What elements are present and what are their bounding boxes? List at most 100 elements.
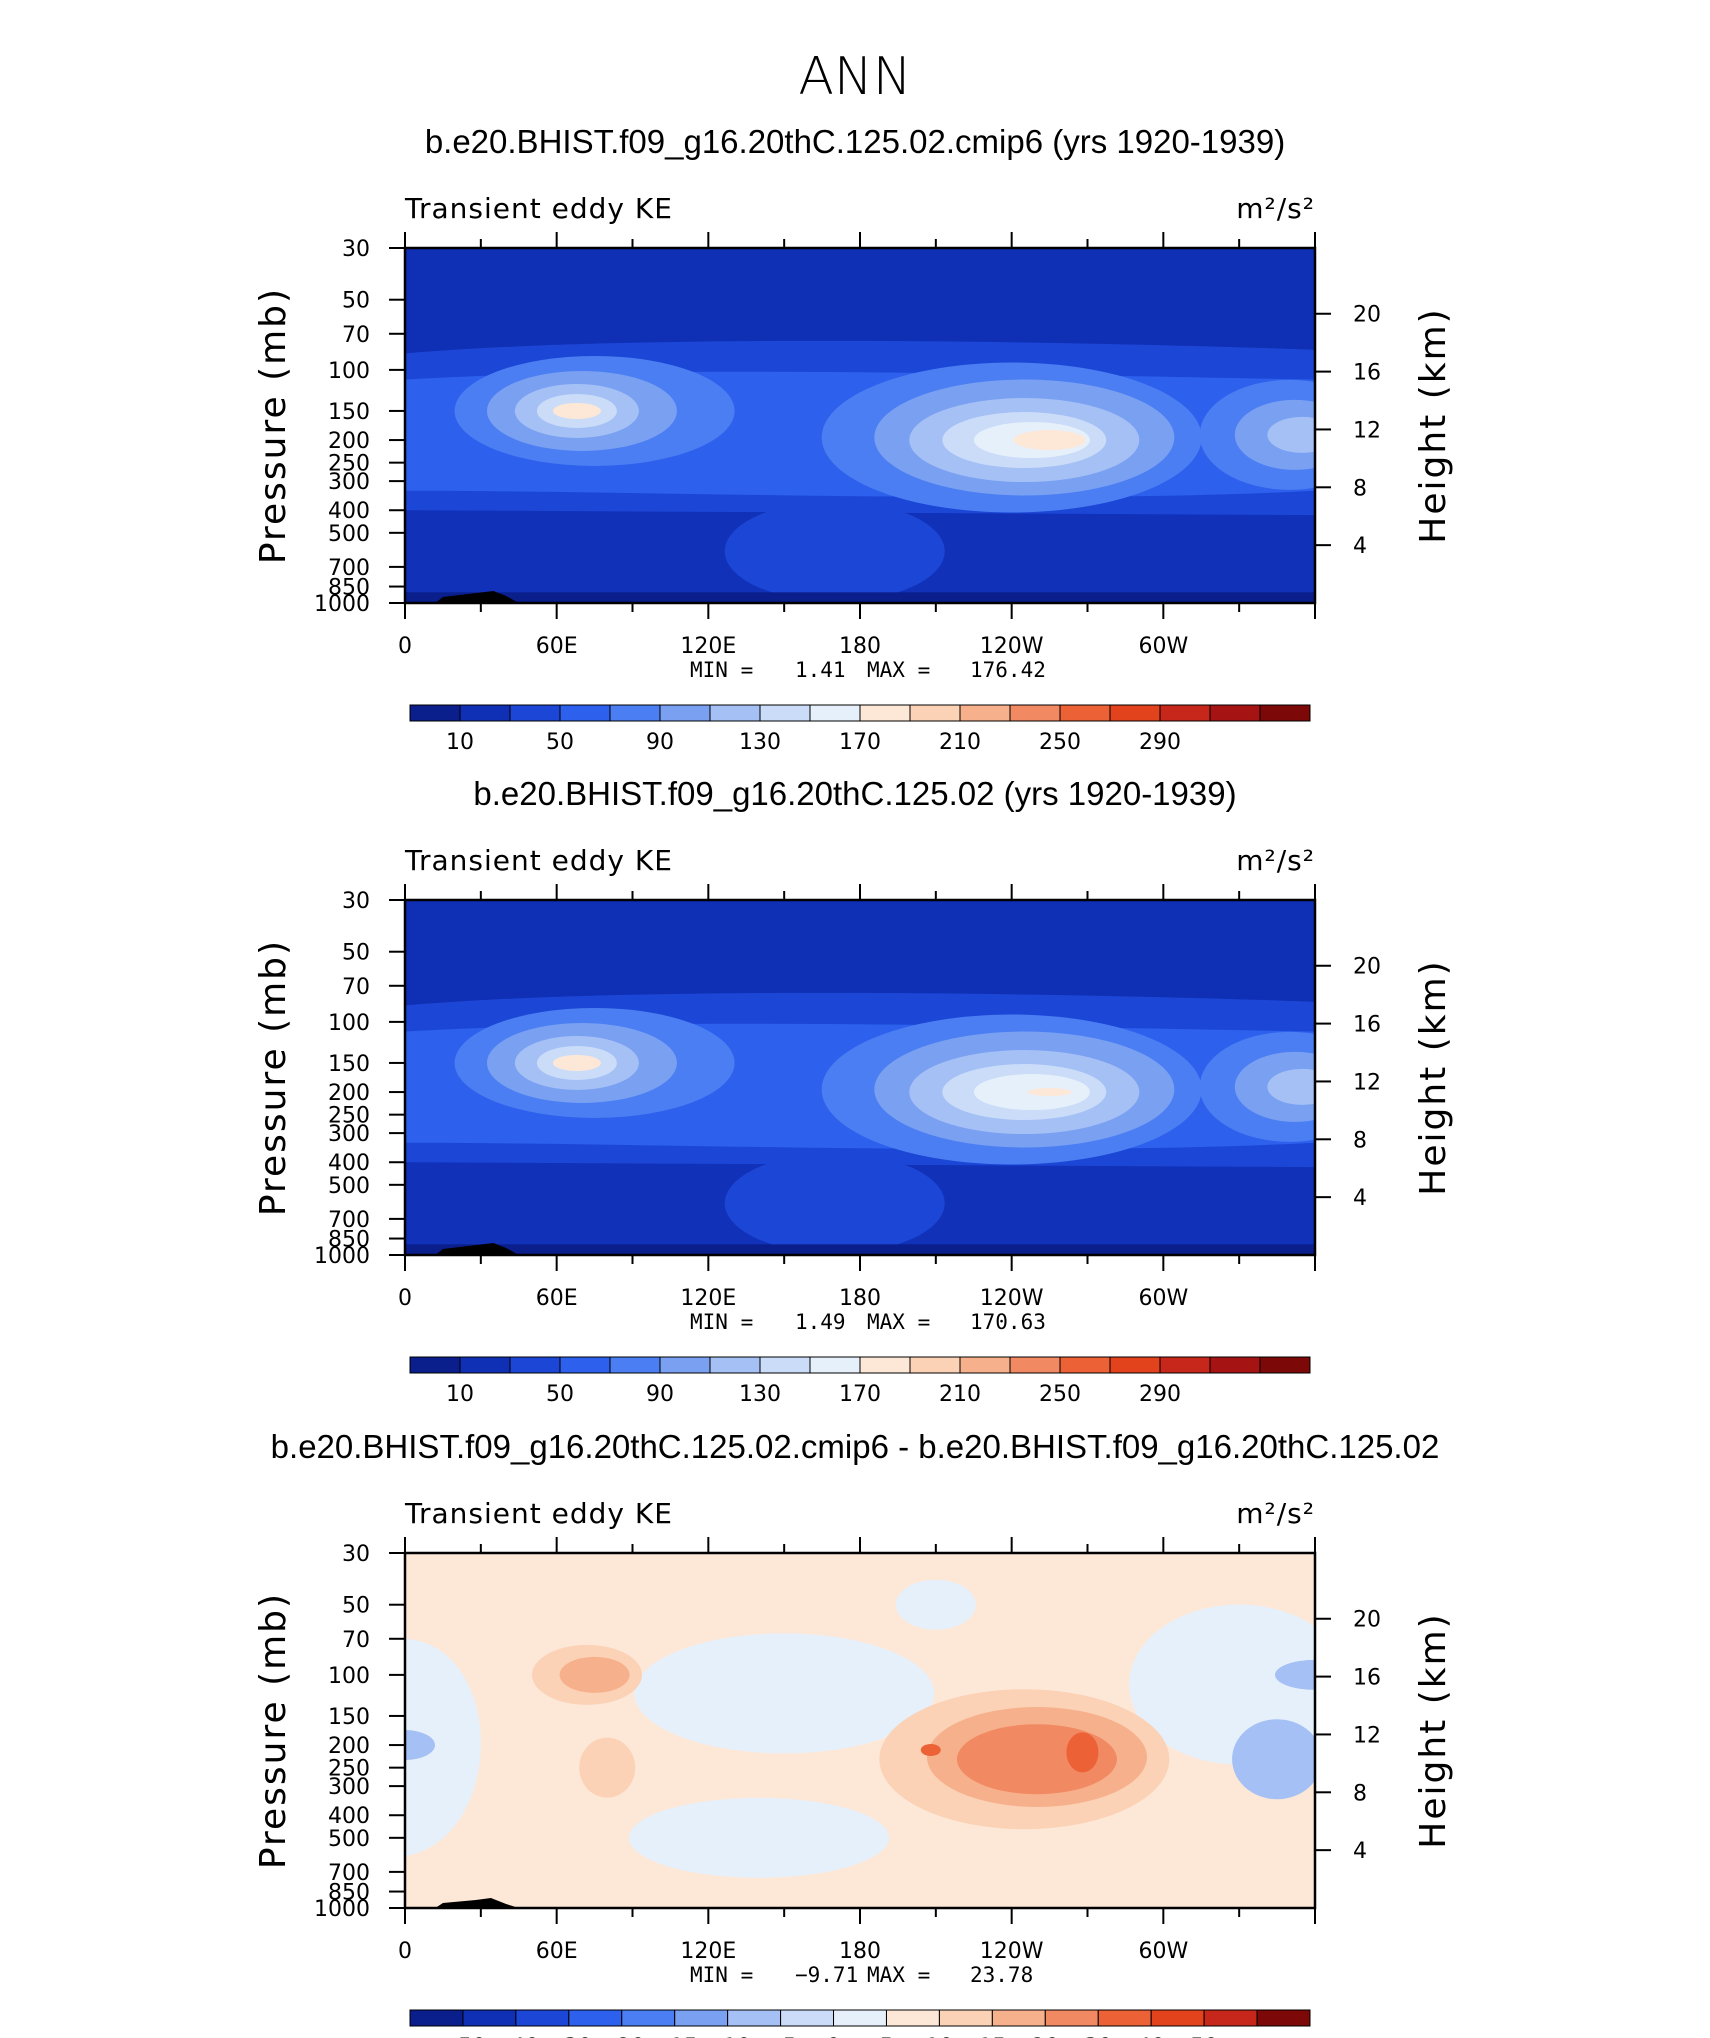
colorbar-label: −30 bbox=[546, 2035, 592, 2038]
atlantic-jet-inner bbox=[1267, 416, 1315, 453]
colorbar-swatch bbox=[459, 704, 511, 722]
x-tick-label: 0 bbox=[398, 1286, 412, 1311]
max-label: MAX = bbox=[867, 1963, 930, 1987]
colorbar-swatch bbox=[759, 1356, 811, 1374]
colorbar-label: 0 bbox=[827, 2035, 841, 2038]
colorbar-label: 10 bbox=[446, 1382, 474, 1407]
colorbar-label: 290 bbox=[1139, 730, 1181, 755]
max-label: MAX = bbox=[867, 658, 930, 682]
y2-tick-label: 20 bbox=[1353, 955, 1381, 980]
colorbar-label: 170 bbox=[839, 730, 881, 755]
y-tick-label: 150 bbox=[328, 1052, 370, 1077]
colorbar-label: 290 bbox=[1139, 1382, 1181, 1407]
x-tick-label: 60E bbox=[536, 1286, 578, 1311]
y2-tick-label: 16 bbox=[1353, 1013, 1381, 1038]
x-tick-label: 120E bbox=[680, 1939, 736, 1964]
y-tick-label: 100 bbox=[328, 1664, 370, 1689]
y-tick-label: 70 bbox=[342, 1628, 370, 1653]
colorbar-label: 210 bbox=[939, 1382, 981, 1407]
colorbar-swatch bbox=[938, 2009, 993, 2027]
x-tick-label: 120W bbox=[980, 634, 1044, 659]
y-tick-label: 50 bbox=[342, 941, 370, 966]
colorbar-label: 15 bbox=[978, 2035, 1006, 2038]
colorbar-swatch bbox=[509, 1356, 561, 1374]
y-tick-label: 1000 bbox=[314, 1897, 370, 1922]
colorbar-label: 10 bbox=[446, 730, 474, 755]
panel-title: b.e20.BHIST.f09_g16.20thC.125.02.cmip6 (… bbox=[425, 123, 1285, 160]
y2-tick-label: 12 bbox=[1353, 1723, 1381, 1748]
y-tick-label: 70 bbox=[342, 323, 370, 348]
y-tick-label: 400 bbox=[328, 499, 370, 524]
lower-blob bbox=[724, 501, 945, 602]
y2-tick-label: 16 bbox=[1353, 1666, 1381, 1691]
x-tick-label: 120W bbox=[980, 1939, 1044, 1964]
colorbar: −50−40−30−20−15−10−505101520304050 bbox=[409, 2009, 1311, 2038]
y-tick-label: 100 bbox=[328, 359, 370, 384]
y-tick-label: 300 bbox=[328, 1775, 370, 1800]
colorbar-label: −20 bbox=[599, 2035, 645, 2038]
colorbar-swatch bbox=[959, 704, 1011, 722]
colorbar-swatch bbox=[674, 2009, 729, 2027]
panel-title: b.e20.BHIST.f09_g16.20thC.125.02.cmip6 -… bbox=[271, 1428, 1440, 1465]
max-value: 23.78 bbox=[970, 1963, 1033, 1987]
colorbar-swatch bbox=[959, 1356, 1011, 1374]
x-tick-label: 120E bbox=[680, 634, 736, 659]
min-label: MIN = bbox=[690, 1963, 753, 1987]
neg-region-lower bbox=[628, 1797, 889, 1878]
colorbar: 10 50 90 130 170 210 250 290 bbox=[409, 704, 1311, 755]
x-tick-label: 0 bbox=[398, 634, 412, 659]
atlantic-jet-inner bbox=[1267, 1068, 1315, 1105]
colorbar-swatch bbox=[1159, 704, 1211, 722]
colorbar-swatch bbox=[659, 704, 711, 722]
colorbar-swatch bbox=[709, 704, 761, 722]
x-tick-label: 0 bbox=[398, 1939, 412, 1964]
x-tick-label: 60W bbox=[1138, 634, 1188, 659]
colorbar-label: −5 bbox=[764, 2035, 796, 2038]
colorbar-swatch bbox=[1109, 704, 1161, 722]
y-tick-label: 850 bbox=[328, 1228, 370, 1253]
x-tick-label: 60W bbox=[1138, 1939, 1188, 1964]
variable-label: Transient eddy KE bbox=[404, 1497, 673, 1530]
colorbar-swatch bbox=[659, 1356, 711, 1374]
colorbar-label: 40 bbox=[1137, 2035, 1165, 2038]
y-tick-label: 30 bbox=[342, 889, 370, 914]
colorbar-swatch bbox=[1209, 704, 1261, 722]
colorbar-swatch bbox=[1097, 2009, 1152, 2027]
min-label: MIN = bbox=[690, 658, 753, 682]
y-tick-label: 150 bbox=[328, 400, 370, 425]
topography bbox=[435, 1243, 519, 1255]
y-tick-label: 50 bbox=[342, 1594, 370, 1619]
colorbar-label: 130 bbox=[739, 1382, 781, 1407]
y2-tick-label: 8 bbox=[1353, 1128, 1367, 1153]
y-tick-label: 250 bbox=[328, 452, 370, 477]
y-tick-label: 30 bbox=[342, 1542, 370, 1567]
y-tick-label: 700 bbox=[328, 556, 370, 581]
y-axis-label: Pressure (mb) bbox=[253, 939, 294, 1216]
colorbar-swatch bbox=[1259, 1356, 1311, 1374]
y2-axis-label: Height (km) bbox=[1413, 307, 1454, 543]
colorbar-label: 10 bbox=[925, 2035, 953, 2038]
y2-tick-label: 20 bbox=[1353, 303, 1381, 328]
x-tick-label: 120W bbox=[980, 1286, 1044, 1311]
x-tick-label: 60E bbox=[536, 634, 578, 659]
colorbar-label: 250 bbox=[1039, 1382, 1081, 1407]
colorbar-swatch bbox=[559, 704, 611, 722]
colorbar-swatch bbox=[509, 704, 561, 722]
y2-axis-label: Height (km) bbox=[1413, 1612, 1454, 1848]
y-tick-label: 850 bbox=[328, 576, 370, 601]
y-tick-label: 200 bbox=[328, 429, 370, 454]
surface-layer bbox=[405, 1244, 1315, 1255]
colorbar-label: 50 bbox=[546, 730, 574, 755]
colorbar-swatch bbox=[780, 2009, 835, 2027]
neg-region-west bbox=[634, 1633, 935, 1754]
colorbar-swatch bbox=[515, 2009, 570, 2027]
colorbar-label: 50 bbox=[546, 1382, 574, 1407]
neg-region-edge bbox=[405, 1638, 481, 1857]
lower-blob bbox=[724, 1153, 945, 1254]
neg-region-atlantic bbox=[1232, 1719, 1315, 1800]
asian-jet-peak bbox=[552, 1054, 601, 1071]
panel-2: b.e20.BHIST.f09_g16.20thC.125.02 (yrs 19… bbox=[253, 775, 1454, 1407]
colorbar-swatch bbox=[1009, 1356, 1061, 1374]
topography bbox=[435, 1898, 519, 1908]
y2-tick-label: 12 bbox=[1353, 1070, 1381, 1095]
